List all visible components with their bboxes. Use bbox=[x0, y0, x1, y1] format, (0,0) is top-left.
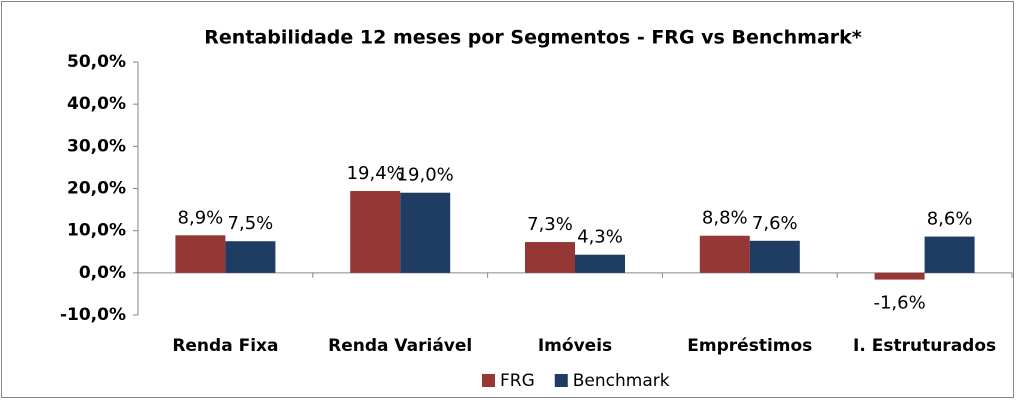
y-tick-label: -10,0% bbox=[60, 305, 126, 325]
value-label: 8,9% bbox=[178, 207, 224, 228]
bar bbox=[400, 192, 451, 273]
bar bbox=[225, 241, 276, 273]
bar bbox=[699, 235, 750, 273]
bar bbox=[874, 272, 925, 280]
bar bbox=[749, 240, 800, 273]
value-label: 7,5% bbox=[228, 213, 274, 234]
x-tick-label: Imóveis bbox=[538, 336, 612, 356]
bar bbox=[175, 235, 226, 273]
value-label: 4,3% bbox=[577, 227, 623, 248]
x-tick-label: I. Estruturados bbox=[853, 336, 996, 356]
bar bbox=[350, 191, 401, 273]
legend-label: Benchmark bbox=[573, 371, 670, 391]
value-label: 8,8% bbox=[702, 208, 748, 229]
y-tick-label: 30,0% bbox=[67, 136, 126, 156]
bar bbox=[525, 242, 575, 273]
value-label: 7,3% bbox=[527, 214, 573, 235]
x-tick-label: Empréstimos bbox=[687, 336, 812, 356]
legend-swatch bbox=[554, 374, 568, 387]
bar bbox=[924, 236, 975, 273]
y-tick-label: 20,0% bbox=[67, 179, 126, 199]
value-label: 8,6% bbox=[927, 209, 973, 230]
value-label: 19,0% bbox=[397, 165, 454, 186]
bar bbox=[575, 254, 625, 273]
legend-swatch bbox=[482, 374, 495, 387]
y-tick-label: 0,0% bbox=[79, 263, 126, 283]
chart-title: Rentabilidade 12 meses por Segmentos - F… bbox=[204, 27, 861, 49]
y-tick-label: 40,0% bbox=[67, 94, 126, 114]
y-tick-label: 10,0% bbox=[67, 221, 126, 241]
x-tick-label: Renda Fixa bbox=[172, 336, 278, 356]
value-label: -1,6% bbox=[873, 293, 925, 314]
value-label: 19,4% bbox=[347, 163, 404, 184]
value-label: 7,6% bbox=[752, 213, 798, 234]
x-tick-label: Renda Variável bbox=[328, 336, 472, 356]
legend-label: FRG bbox=[500, 371, 535, 391]
y-tick-label: 50,0% bbox=[67, 52, 126, 72]
